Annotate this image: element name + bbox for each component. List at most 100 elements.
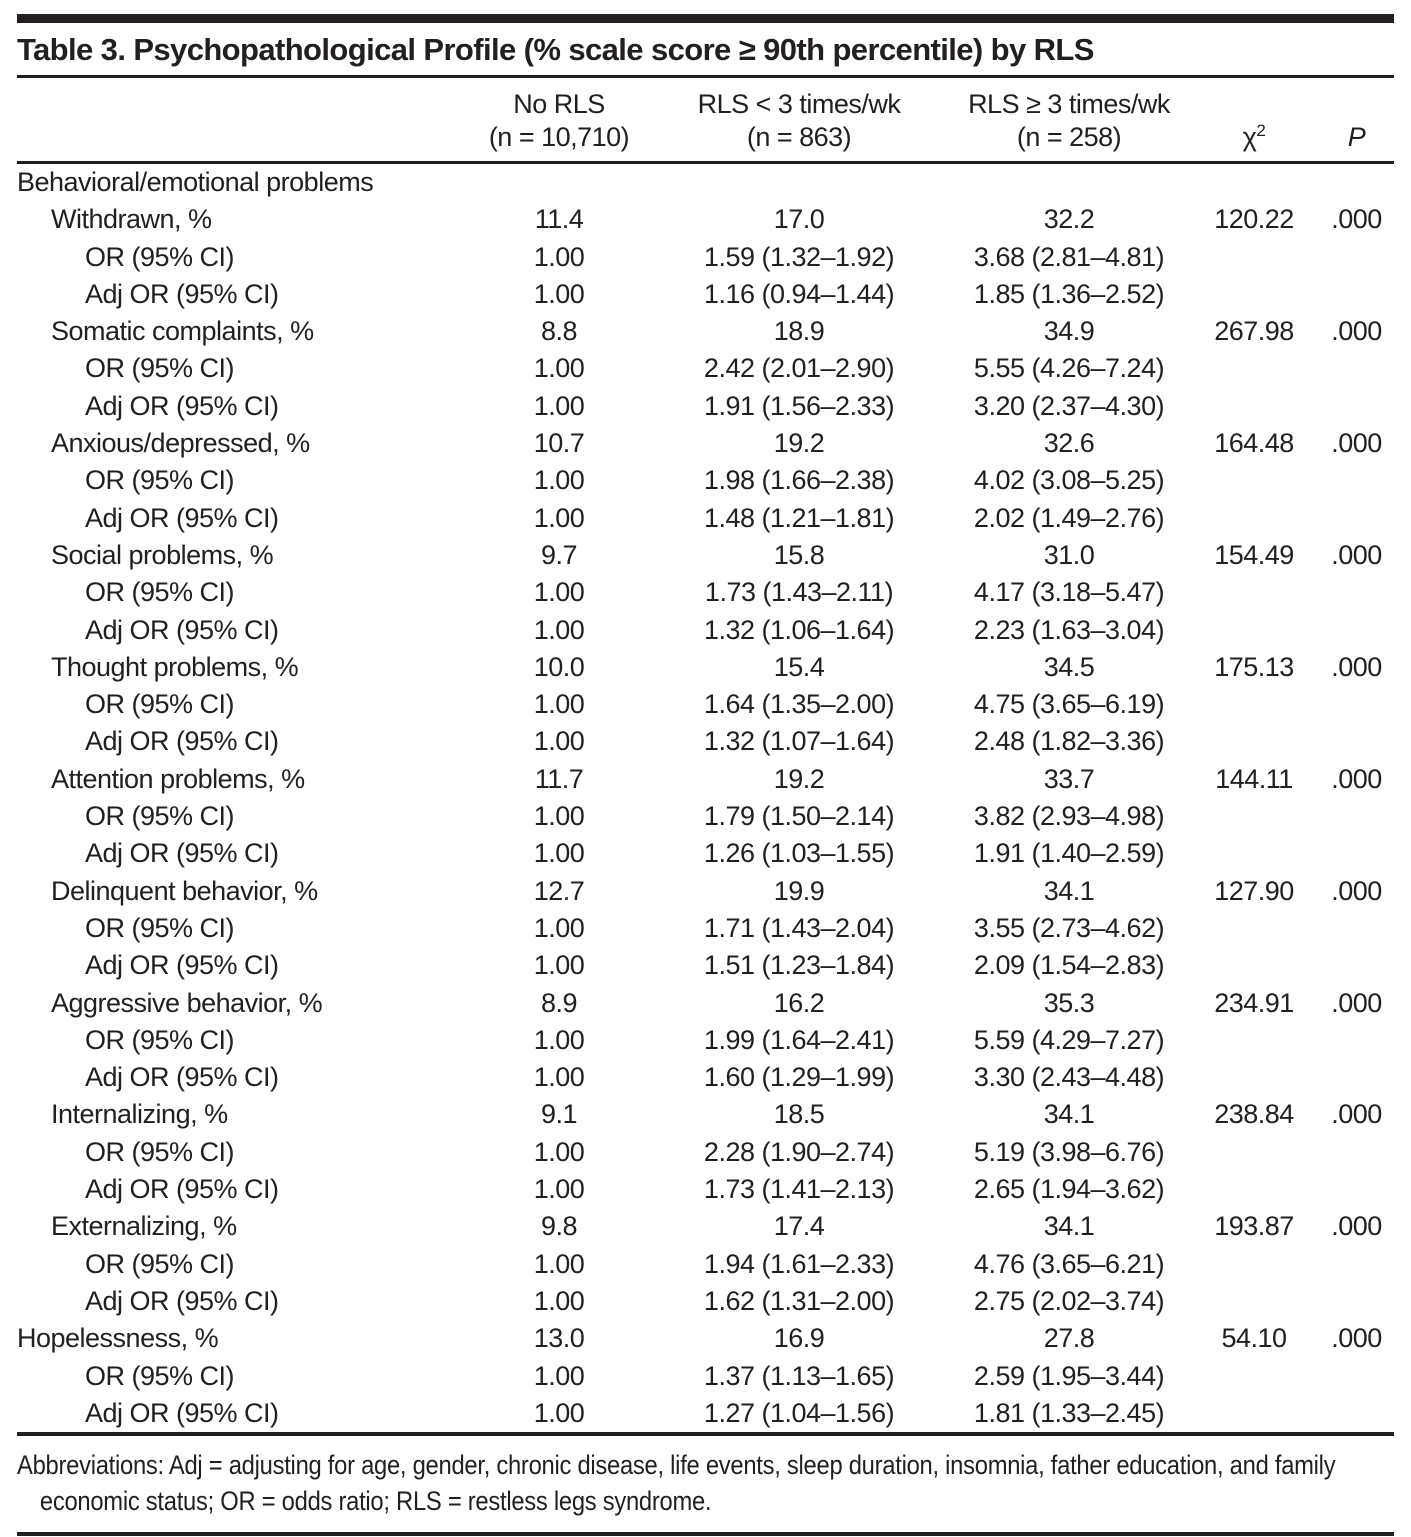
cell-no-rls: 1.00 — [533, 912, 585, 943]
cell-rls-lt3: 1.94 (1.61–2.33) — [703, 1248, 895, 1279]
cell-rls-lt3: 16.2 — [773, 987, 825, 1018]
cell-p — [1319, 388, 1394, 425]
column-header-rls-lt3: RLS < 3 times/wk (n = 863) — [649, 78, 949, 164]
cell-rls-ge3: 3.55 (2.73–4.62) — [973, 912, 1165, 943]
table-row: OR (95% CI) 1.00 1.64 (1.35–2.00) 4.75 (3.6… — [17, 686, 1394, 723]
row-label: Externalizing, % — [51, 1211, 237, 1242]
row-label: OR (95% CI) — [85, 1360, 235, 1391]
table-row: Adj OR (95% CI) 1.00 1.16 (0.94–1.44) 1.85 … — [17, 276, 1394, 313]
column-header-label: No RLS — [513, 89, 605, 119]
table-row: OR (95% CI) 1.00 1.71 (1.43–2.04) 3.55 (2.7… — [17, 910, 1394, 947]
row-label: OR (95% CI) — [85, 465, 235, 496]
cell-chi-square — [1189, 1395, 1319, 1432]
cell-chi-square — [1189, 1283, 1319, 1320]
column-header-p: P — [1319, 78, 1394, 164]
cell-rls-lt3: 18.5 — [773, 1099, 825, 1130]
cell-p: .000 — [1331, 539, 1382, 570]
cell-rls-ge3: 32.2 — [1043, 204, 1095, 235]
cell-rls-lt3: 1.51 (1.23–1.84) — [703, 950, 895, 981]
cell-rls-ge3: 32.6 — [1043, 428, 1095, 459]
cell-chi-square — [1189, 239, 1319, 276]
cell-rls-lt3: 18.9 — [773, 316, 825, 347]
cell-chi-square: 175.13 — [1214, 651, 1294, 682]
cell-p — [1319, 612, 1394, 649]
cell-p — [1319, 163, 1394, 202]
cell-chi-square — [1189, 723, 1319, 760]
cell-chi-square — [1189, 686, 1319, 723]
cell-no-rls: 1.00 — [533, 1397, 585, 1428]
row-label: OR (95% CI) — [85, 1248, 235, 1279]
cell-rls-ge3: 2.59 (1.95–3.44) — [973, 1360, 1165, 1391]
cell-rls-ge3: 33.7 — [1043, 763, 1095, 794]
table-row: Aggressive behavior, % 8.9 16.2 35.3 234.91.… — [17, 985, 1394, 1022]
cell-chi-square — [1189, 350, 1319, 387]
cell-p — [1319, 239, 1394, 276]
cell-no-rls: 1.00 — [533, 801, 585, 832]
table-row: OR (95% CI) 1.00 1.99 (1.64–2.41) 5.59 (4.2… — [17, 1022, 1394, 1059]
cell-p — [1319, 1134, 1394, 1171]
cell-rls-ge3: 1.81 (1.33–2.45) — [973, 1397, 1165, 1428]
header-spacer — [17, 78, 469, 164]
cell-rls-ge3: 5.19 (3.98–6.76) — [973, 1136, 1165, 1167]
cell-rls-ge3: 4.75 (3.65–6.19) — [973, 689, 1165, 720]
cell-p: .000 — [1331, 1211, 1382, 1242]
cell-chi-square — [1189, 163, 1319, 202]
table-row: Adj OR (95% CI) 1.00 1.26 (1.03–1.55) 1.91 … — [17, 835, 1394, 872]
cell-rls-ge3: 3.20 (2.37–4.30) — [973, 390, 1165, 421]
footnote-section: Abbreviations: Adj = adjusting for age, … — [17, 1432, 1394, 1537]
cell-p — [1319, 574, 1394, 611]
cell-chi-square — [1189, 1134, 1319, 1171]
table-row: Somatic complaints, % 8.8 18.9 34.9 267.98 .0… — [17, 313, 1394, 350]
cell-chi-square — [1189, 574, 1319, 611]
cell-p: .000 — [1331, 316, 1382, 347]
cell-chi-square: 54.10 — [1221, 1323, 1287, 1354]
cell-rls-ge3: 4.76 (3.65–6.21) — [973, 1248, 1165, 1279]
table-row: OR (95% CI) 1.00 2.42 (2.01–2.90) 5.55 (4.2… — [17, 350, 1394, 387]
table-row: Adj OR (95% CI) 1.00 1.32 (1.07–1.64) 2.48 … — [17, 723, 1394, 760]
cell-p — [1319, 723, 1394, 760]
cell-p — [1319, 1059, 1394, 1096]
cell-p — [1319, 276, 1394, 313]
row-label: Somatic complaints, % — [51, 316, 314, 347]
table-row: Adj OR (95% CI) 1.00 1.60 (1.29–1.99) 3.30 … — [17, 1059, 1394, 1096]
cell-chi-square: 127.90 — [1214, 875, 1294, 906]
cell-no-rls: 11.4 — [534, 204, 584, 235]
table-row: OR (95% CI) 1.00 1.79 (1.50–2.14) 3.82 (2.9… — [17, 798, 1394, 835]
cell-p — [1319, 1171, 1394, 1208]
cell-rls-lt3 — [649, 163, 949, 202]
cell-rls-ge3: 1.85 (1.36–2.52) — [973, 278, 1165, 309]
cell-p — [1319, 686, 1394, 723]
cell-no-rls: 13.0 — [533, 1323, 585, 1354]
cell-rls-ge3: 2.65 (1.94–3.62) — [973, 1174, 1165, 1205]
cell-no-rls: 10.0 — [533, 651, 585, 682]
table-row: Adj OR (95% CI) 1.00 1.73 (1.41–2.13) 2.65 … — [17, 1171, 1394, 1208]
cell-rls-ge3: 2.09 (1.54–2.83) — [973, 950, 1165, 981]
cell-rls-ge3 — [949, 163, 1189, 202]
cell-chi-square: 164.48 — [1214, 428, 1294, 459]
cell-chi-square: 193.87 — [1214, 1211, 1294, 1242]
column-header-no-rls: No RLS (n = 10,710) — [469, 78, 649, 164]
row-label: Adj OR (95% CI) — [85, 726, 279, 757]
column-header-label: RLS ≥ 3 times/wk — [968, 89, 1170, 119]
cell-chi-square — [1189, 1358, 1319, 1395]
cell-rls-ge3: 3.30 (2.43–4.48) — [973, 1062, 1165, 1093]
cell-rls-lt3: 2.28 (1.90–2.74) — [703, 1136, 895, 1167]
cell-chi-square — [1189, 910, 1319, 947]
cell-chi-square — [1189, 947, 1319, 984]
cell-no-rls: 1.00 — [533, 950, 585, 981]
cell-p: .000 — [1331, 875, 1382, 906]
table-row: OR (95% CI) 1.00 2.28 (1.90–2.74) 5.19 (3.9… — [17, 1134, 1394, 1171]
cell-p — [1319, 462, 1394, 499]
row-label: Adj OR (95% CI) — [85, 390, 279, 421]
cell-rls-lt3: 1.59 (1.32–1.92) — [703, 241, 895, 272]
cell-p — [1319, 350, 1394, 387]
row-label: Adj OR (95% CI) — [85, 1174, 279, 1205]
table-body: Behavioral/emotional problems Withdrawn, … — [17, 163, 1394, 1433]
row-label: Adj OR (95% CI) — [85, 950, 279, 981]
cell-p — [1319, 1283, 1394, 1320]
table-row: Attention problems, % 11.7 19.2 33.7 144.11.… — [17, 761, 1394, 798]
cell-no-rls: 1.00 — [533, 1248, 585, 1279]
table-row: Adj OR (95% CI) 1.00 1.27 (1.04–1.56) 1.81 … — [17, 1395, 1394, 1432]
cell-chi-square — [1189, 1171, 1319, 1208]
chi-symbol: χ — [1242, 122, 1257, 152]
